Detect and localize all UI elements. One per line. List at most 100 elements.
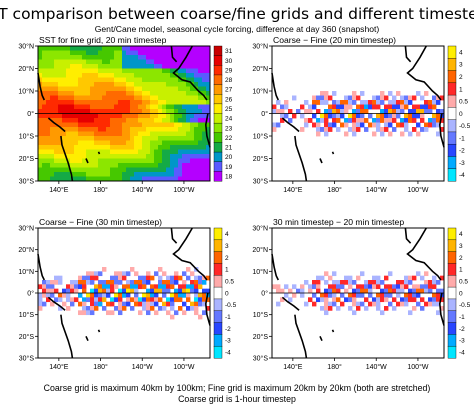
colorbar-swatch — [213, 322, 223, 335]
field-cell — [142, 73, 147, 78]
field-cell — [182, 46, 187, 51]
field-cell — [170, 118, 175, 123]
field-cell — [62, 293, 67, 298]
field-cell — [412, 113, 417, 119]
field-cell — [420, 95, 425, 101]
field-cell — [94, 64, 99, 69]
field-cell — [408, 113, 413, 119]
field-cell — [408, 100, 413, 105]
field-cell — [150, 55, 155, 60]
field-cell — [178, 104, 183, 110]
field-cell — [158, 167, 163, 173]
field-cell — [62, 172, 67, 177]
field-cell — [174, 127, 179, 132]
field-cell — [106, 154, 111, 159]
field-cell — [202, 77, 207, 83]
field-cell — [122, 293, 127, 298]
field-cell — [380, 91, 385, 96]
y-tick-label: 10°N — [18, 268, 34, 276]
field-cell — [138, 50, 143, 56]
field-cell — [372, 100, 377, 105]
field-cell — [82, 275, 87, 281]
field-cell — [186, 140, 191, 146]
field-cell — [202, 176, 207, 182]
field-cell — [202, 167, 207, 173]
field-cell — [74, 163, 79, 168]
field-cell — [46, 64, 51, 69]
field-cell — [106, 50, 111, 56]
field-cell — [46, 82, 51, 87]
field-cell — [142, 284, 147, 290]
field-cell — [384, 306, 389, 311]
field-cell — [74, 46, 79, 51]
field-cell — [130, 149, 135, 155]
field-cell — [66, 122, 71, 128]
field-cell — [194, 50, 199, 56]
field-cell — [86, 73, 91, 78]
field-cell — [70, 136, 75, 141]
colorbar-label: 1 — [459, 86, 463, 93]
field-cell — [202, 118, 207, 123]
field-cell — [432, 113, 437, 119]
field-cell — [66, 113, 71, 119]
field-cell — [150, 136, 155, 141]
field-cell — [74, 140, 79, 146]
field-cell — [46, 68, 51, 74]
field-cell — [198, 176, 203, 182]
field-cell — [94, 131, 99, 137]
field-cell — [94, 127, 99, 132]
field-cell — [162, 118, 167, 123]
field-cell — [272, 109, 277, 114]
field-cell — [102, 82, 107, 87]
field-cell — [118, 86, 123, 92]
colorbar-label: 4 — [225, 231, 229, 238]
colorbar-label: 2 — [225, 255, 229, 262]
field-cell — [400, 280, 405, 285]
field-cell — [78, 55, 83, 60]
field-cell — [98, 280, 103, 285]
field-cell — [408, 275, 413, 281]
field-cell — [54, 59, 59, 65]
field-cell — [146, 280, 151, 285]
field-cell — [178, 149, 183, 155]
field — [38, 46, 211, 182]
field-cell — [38, 306, 43, 311]
field-cell — [106, 95, 111, 101]
field-cell — [202, 136, 207, 141]
field-cell — [130, 95, 135, 101]
field-cell — [150, 68, 155, 74]
field-cell — [186, 82, 191, 87]
field-cell — [320, 127, 325, 132]
field-cell — [110, 284, 115, 290]
field-cell — [174, 310, 179, 316]
field-cell — [118, 149, 123, 155]
field-cell — [344, 131, 349, 137]
field-cell — [300, 293, 305, 298]
field-cell — [46, 284, 51, 290]
field-cell — [58, 275, 63, 281]
field-cell — [118, 104, 123, 110]
field-cell — [380, 95, 385, 101]
field-cell — [340, 109, 345, 114]
field-cell — [424, 280, 429, 285]
field-cell — [66, 95, 71, 101]
field-cell — [186, 275, 191, 281]
field-cell — [74, 104, 79, 110]
field-cell — [202, 46, 207, 51]
field-cell — [78, 73, 83, 78]
field-cell — [276, 288, 281, 294]
field-cell — [38, 55, 43, 60]
field-cell — [54, 77, 59, 83]
colorbar-swatch — [447, 107, 457, 121]
field-cell — [146, 127, 151, 132]
field-cell — [106, 86, 111, 92]
field-cell — [82, 127, 87, 132]
field-cell — [154, 77, 159, 83]
field-cell — [336, 104, 341, 110]
field-cell — [142, 77, 147, 83]
field-cell — [166, 280, 171, 285]
field-cell — [340, 284, 345, 290]
field-cell — [58, 109, 63, 114]
field-cell — [328, 288, 333, 294]
field-cell — [122, 301, 127, 307]
